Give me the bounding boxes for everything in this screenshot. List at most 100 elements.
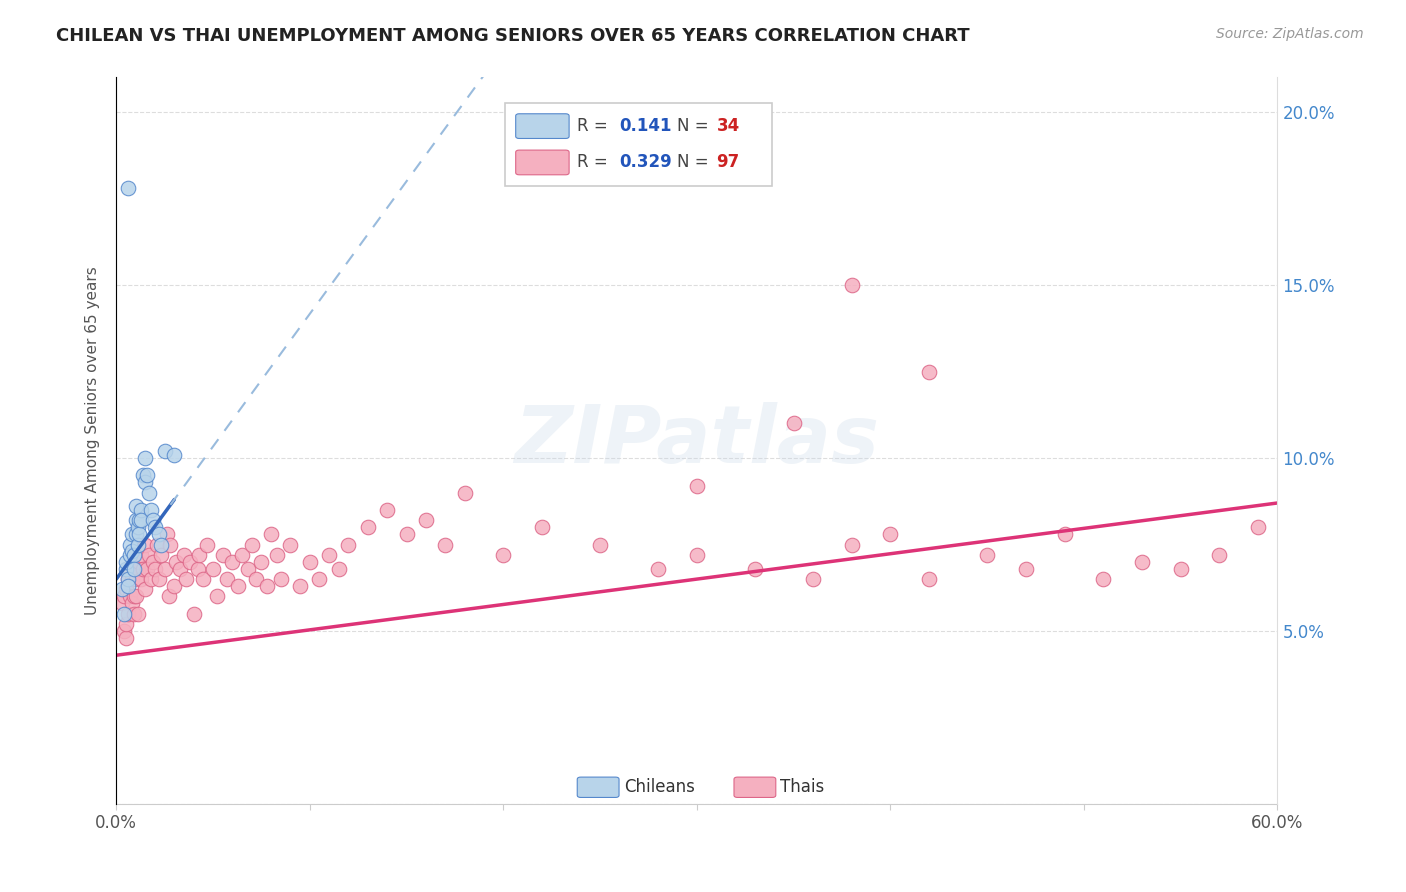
Point	[134, 475, 156, 490]
Point	[976, 548, 998, 562]
Point	[134, 537, 156, 551]
Point	[266, 548, 288, 562]
Point	[149, 537, 172, 551]
Point	[117, 579, 139, 593]
Point	[531, 520, 554, 534]
Point	[124, 500, 146, 514]
Text: ZIPatlas: ZIPatlas	[515, 401, 879, 480]
Point	[117, 607, 139, 621]
Point	[202, 562, 225, 576]
Point	[115, 582, 138, 597]
Point	[328, 562, 350, 576]
Point	[841, 278, 863, 293]
Point	[288, 579, 311, 593]
Point	[131, 513, 153, 527]
Point	[159, 537, 181, 551]
FancyBboxPatch shape	[516, 150, 569, 175]
Point	[112, 624, 135, 638]
Point	[122, 607, 145, 621]
Point	[121, 572, 143, 586]
Point	[131, 503, 153, 517]
Point	[115, 631, 138, 645]
Point	[415, 513, 437, 527]
Point	[256, 579, 278, 593]
Point	[236, 562, 259, 576]
Point	[1208, 548, 1230, 562]
Point	[127, 520, 149, 534]
Point	[136, 468, 159, 483]
Point	[879, 527, 901, 541]
Point	[149, 548, 172, 562]
Point	[165, 555, 187, 569]
Text: R =: R =	[578, 117, 613, 135]
Point	[153, 444, 176, 458]
Point	[187, 562, 209, 576]
Point	[118, 562, 141, 576]
Point	[134, 450, 156, 465]
Point	[357, 520, 380, 534]
Point	[142, 555, 165, 569]
Point	[173, 548, 195, 562]
Point	[121, 544, 143, 558]
Point	[117, 572, 139, 586]
Point	[122, 548, 145, 562]
Point	[1092, 572, 1115, 586]
FancyBboxPatch shape	[734, 777, 776, 797]
Point	[492, 548, 515, 562]
Point	[163, 579, 186, 593]
Point	[146, 537, 169, 551]
Point	[841, 537, 863, 551]
Point	[215, 572, 238, 586]
Text: 34: 34	[717, 117, 740, 135]
FancyBboxPatch shape	[505, 103, 772, 186]
Point	[280, 537, 302, 551]
Point	[686, 548, 709, 562]
Point	[118, 548, 141, 562]
Point	[143, 520, 166, 534]
Text: 97: 97	[717, 153, 740, 171]
Point	[153, 562, 176, 576]
FancyBboxPatch shape	[516, 114, 569, 138]
Point	[124, 572, 146, 586]
Point	[169, 562, 191, 576]
Point	[111, 596, 134, 610]
Point	[179, 555, 201, 569]
Point	[174, 572, 197, 586]
Point	[124, 590, 146, 604]
Point	[298, 555, 321, 569]
Point	[136, 562, 159, 576]
Point	[337, 537, 360, 551]
Point	[128, 513, 150, 527]
Point	[148, 572, 170, 586]
Text: Thais: Thais	[780, 779, 825, 797]
Point	[801, 572, 824, 586]
Y-axis label: Unemployment Among Seniors over 65 years: Unemployment Among Seniors over 65 years	[86, 267, 100, 615]
Point	[115, 617, 138, 632]
Point	[918, 572, 941, 586]
Point	[121, 596, 143, 610]
Point	[375, 503, 398, 517]
Point	[245, 572, 267, 586]
Point	[1247, 520, 1270, 534]
Point	[260, 527, 283, 541]
Point	[193, 572, 215, 586]
Text: CHILEAN VS THAI UNEMPLOYMENT AMONG SENIORS OVER 65 YEARS CORRELATION CHART: CHILEAN VS THAI UNEMPLOYMENT AMONG SENIO…	[56, 27, 970, 45]
Point	[115, 562, 138, 576]
Text: Chileans: Chileans	[624, 779, 695, 797]
Point	[124, 513, 146, 527]
Point	[122, 590, 145, 604]
Point	[115, 555, 138, 569]
Text: N =: N =	[678, 153, 714, 171]
Point	[127, 562, 149, 576]
Point	[132, 468, 155, 483]
Point	[918, 364, 941, 378]
Point	[1170, 562, 1192, 576]
Point	[134, 582, 156, 597]
Point	[118, 537, 141, 551]
Point	[782, 417, 804, 431]
Point	[744, 562, 766, 576]
Point	[308, 572, 330, 586]
Point	[647, 562, 669, 576]
Text: 0.329: 0.329	[619, 153, 672, 171]
Point	[686, 478, 709, 492]
